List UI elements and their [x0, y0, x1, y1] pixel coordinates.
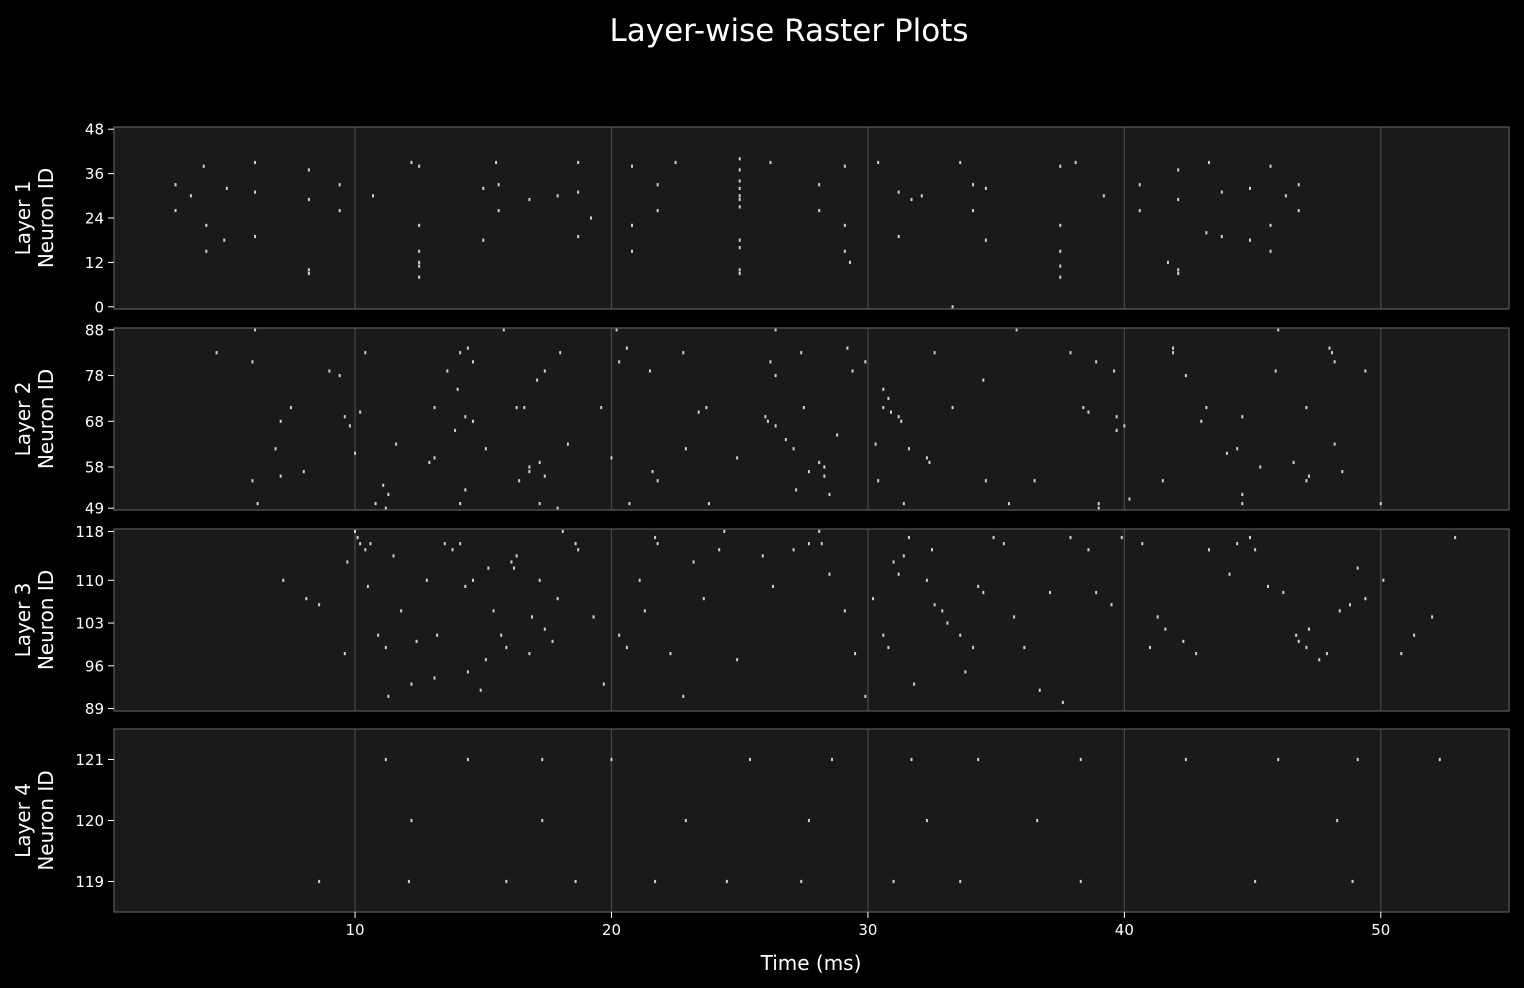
layer-1-ytick-label-1: 12 — [85, 254, 104, 272]
layer-2-frame — [113, 327, 1510, 511]
xtick-label-2: 30 — [858, 921, 877, 939]
layer-1-ytick-label-0: 0 — [94, 298, 104, 316]
xtick-label-3: 40 — [1115, 921, 1134, 939]
layer-4-ytick-label-0: 119 — [75, 873, 104, 891]
layer-3-frame — [113, 528, 1510, 712]
layer-3-axes-background — [114, 529, 1509, 711]
layer-2-ytick-label-2: 68 — [85, 413, 104, 431]
layer-1-ylabel-line2: Neuron ID — [34, 168, 58, 268]
layer-2-ytick-label-4: 88 — [85, 321, 104, 339]
layer-4-axes-background — [114, 729, 1509, 912]
layer-3-ytick-label-1: 96 — [85, 657, 104, 675]
layer-1-axes-background — [114, 127, 1509, 309]
layer-3-ytick-label-2: 103 — [75, 615, 104, 633]
layer-4-ylabel-line1: Layer 4 — [11, 783, 35, 858]
layer-2-ytick-label-1: 58 — [85, 459, 104, 477]
layer-4-ylabel-line2: Neuron ID — [34, 770, 58, 870]
chart-title: Layer-wise Raster Plots — [609, 13, 968, 49]
layer-4-ytick-label-1: 120 — [75, 812, 104, 830]
layer-1-panel: 0 12 24 36 48 Layer 1 Neuron ID — [11, 121, 1510, 316]
layer-2-ytick-label-0: 49 — [85, 500, 104, 518]
layer-4-ytick-label-2: 121 — [75, 751, 104, 769]
xtick-label-0: 10 — [346, 921, 365, 939]
layer-2-ytick-label-3: 78 — [85, 367, 104, 385]
layer-3-ytick-label-0: 89 — [85, 700, 104, 718]
layer-3-panel: 89 96 103 110 118 Layer 3 Neuron ID — [11, 523, 1510, 718]
layer-2-panel: 49 58 68 78 88 Layer 2 Neuron ID — [11, 321, 1510, 518]
layer-2-axes-background — [114, 328, 1509, 510]
layer-1-ytick-label-3: 36 — [85, 165, 104, 183]
layer-3-ylabel-line2: Neuron ID — [34, 570, 58, 670]
layer-1-ytick-label-2: 24 — [85, 210, 104, 228]
layer-3-ytick-label-3: 110 — [75, 572, 104, 590]
layer-1-ytick-label-4: 48 — [85, 121, 104, 139]
layer-3-ylabel-line1: Layer 3 — [11, 583, 35, 658]
layer-4-panel: 119 120 121 Layer 4 Neuron ID 10 20 30 40 50 — [11, 728, 1510, 939]
layer-2-ylabel-line2: Neuron ID — [34, 369, 58, 469]
xtick-label-4: 50 — [1371, 921, 1390, 939]
xtick-label-1: 20 — [602, 921, 621, 939]
layer-1-ylabel-line1: Layer 1 — [11, 181, 35, 256]
layer-3-ytick-label-4: 118 — [75, 523, 104, 541]
x-axis-label: Time (ms) — [760, 951, 862, 975]
layer-2-ylabel-line1: Layer 2 — [11, 382, 35, 457]
